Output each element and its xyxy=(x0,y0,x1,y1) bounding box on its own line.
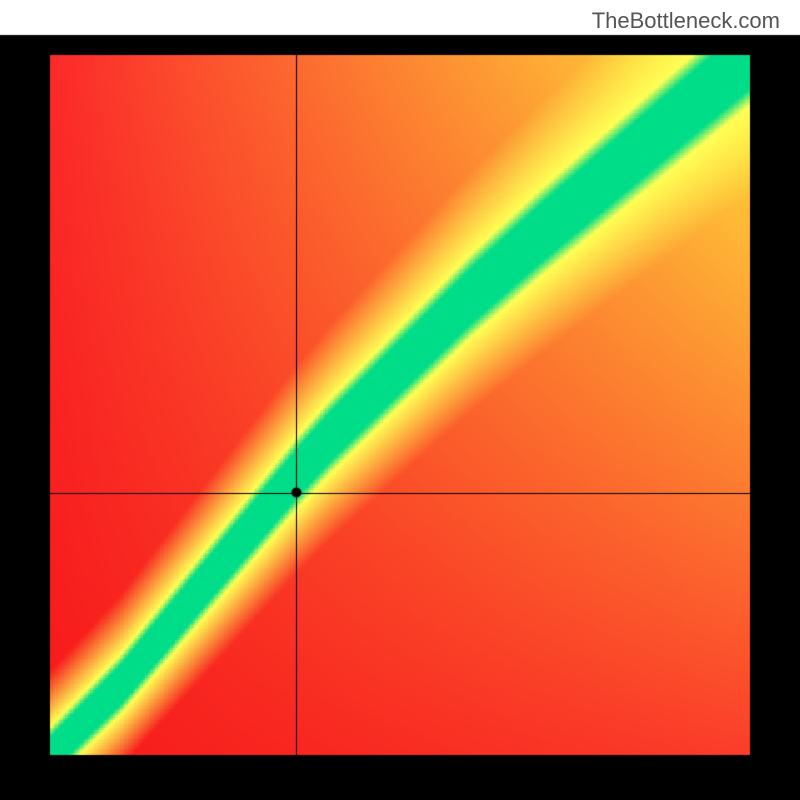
watermark-label: TheBottleneck.com xyxy=(592,8,780,34)
heatmap-canvas xyxy=(0,0,800,800)
chart-container: TheBottleneck.com xyxy=(0,0,800,800)
